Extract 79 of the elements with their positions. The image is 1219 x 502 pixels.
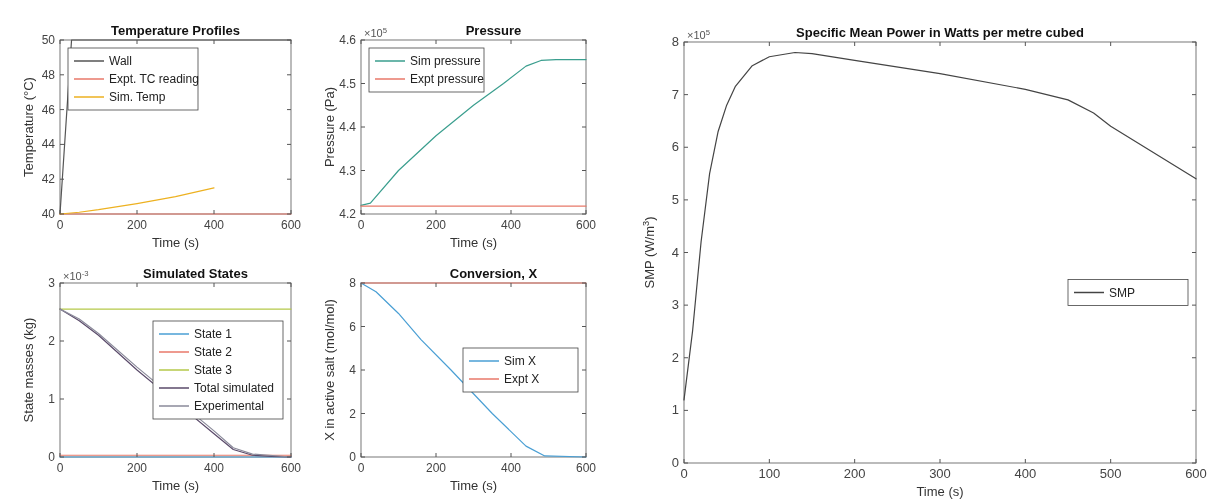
text: ×10$^{5}$ xyxy=(364,25,387,39)
text: ×10$^{5}$ xyxy=(687,27,710,41)
y-tick-label: 4.2 xyxy=(339,207,357,221)
y-axis-title: State masses (kg) xyxy=(21,317,36,423)
y-tick-label: 46 xyxy=(41,102,56,117)
x-tick-label: 300 xyxy=(929,466,951,481)
y-tick-label: 4 xyxy=(671,244,679,260)
x-tick-label: 400 xyxy=(500,461,522,475)
x-tick-label: 400 xyxy=(203,218,225,232)
x-tick-label: 400 xyxy=(203,461,225,475)
legend-label: State 3 xyxy=(194,363,233,377)
legend-label: Expt pressure xyxy=(410,72,485,86)
line-series xyxy=(360,58,587,206)
y-tick-label: 3 xyxy=(48,276,56,290)
line-series xyxy=(683,51,1197,401)
y-tick-label: 1 xyxy=(671,402,679,418)
y-tick-label: 44 xyxy=(41,137,56,152)
y-tick-label: 6 xyxy=(671,139,679,155)
legend-label: Sim. Temp xyxy=(109,90,166,104)
y-tick-label: 5 xyxy=(671,191,679,207)
x-tick-label: 200 xyxy=(126,218,148,232)
y-tick-label: 40 xyxy=(41,207,56,221)
y-tick-label: 50 xyxy=(41,33,56,47)
y-tick-label: 4 xyxy=(349,363,357,377)
chart-title: Temperature Profiles xyxy=(110,23,241,38)
legend-label: State 2 xyxy=(194,345,233,359)
chart-title: Conversion, X xyxy=(449,266,538,281)
x-tick-label: 100 xyxy=(758,466,781,481)
line-series xyxy=(360,282,587,458)
x-tick-label: 600 xyxy=(280,461,302,475)
legend-label: Wall xyxy=(109,54,132,68)
x-axis-title: Time (s) xyxy=(449,478,498,493)
y-axis-title: Temperature (°C) xyxy=(21,77,36,177)
x-tick-label: 400 xyxy=(500,218,522,232)
x-axis-title: Time (s) xyxy=(449,235,498,250)
x-tick-label: 200 xyxy=(126,461,148,475)
x-tick-label: 500 xyxy=(1099,466,1122,481)
x-tick-label: 200 xyxy=(425,218,447,232)
legend-label: SMP xyxy=(1109,285,1136,300)
y-tick-label: 0 xyxy=(48,450,56,464)
x-tick-label: 600 xyxy=(1185,466,1207,481)
y-tick-label: 4.4 xyxy=(339,120,357,134)
y-tick-label: 6 xyxy=(349,319,357,334)
legend-label: State 1 xyxy=(194,327,233,341)
y-axis-title: Pressure (Pa) xyxy=(322,86,337,168)
x-tick-label: 600 xyxy=(575,218,597,232)
y-tick-label: 48 xyxy=(41,67,56,82)
legend-label: Sim X xyxy=(504,354,537,368)
y-tick-label: 1 xyxy=(48,392,56,406)
legend-label: Experimental xyxy=(194,399,265,413)
y-tick-label: 0 xyxy=(349,450,357,464)
y-tick-label: 42 xyxy=(41,172,56,187)
y-tick-label: 3 xyxy=(671,297,679,313)
legend-label: Expt. TC reading xyxy=(109,72,199,86)
legend-label: Sim pressure xyxy=(410,54,482,68)
x-tick-label: 600 xyxy=(280,218,302,232)
y-tick-label: 8 xyxy=(671,34,679,49)
legend-label: Expt X xyxy=(504,372,540,386)
x-axis-title: Time (s) xyxy=(151,478,200,493)
chart-title: Simulated States xyxy=(143,266,248,281)
x-axis-title: Time (s) xyxy=(916,484,964,499)
y-tick-label: 4.6 xyxy=(339,33,357,47)
text: ×10$^{-3}$ xyxy=(63,268,89,282)
x-tick-label: 400 xyxy=(1014,466,1037,481)
y-tick-label: 8 xyxy=(349,276,357,290)
x-axis-title: Time (s) xyxy=(151,235,200,250)
y-tick-label: 2 xyxy=(671,349,679,365)
chart-title: Pressure xyxy=(465,23,522,38)
y-tick-label: 7 xyxy=(671,86,679,102)
y-tick-label: 2 xyxy=(349,406,357,421)
y-tick-label: 4.3 xyxy=(339,163,357,178)
y-tick-label: 2 xyxy=(48,334,56,348)
x-tick-label: 200 xyxy=(425,461,447,475)
chart-title: Specific Mean Power in Watts per metre cubed xyxy=(796,25,1084,40)
x-tick-label: 600 xyxy=(575,461,597,475)
y-tick-label: 4.5 xyxy=(339,76,357,91)
x-tick-label: 200 xyxy=(843,466,866,481)
legend-label: Total simulated xyxy=(194,381,275,395)
y-axis-title: X in active salt (mol/mol) xyxy=(322,299,337,441)
